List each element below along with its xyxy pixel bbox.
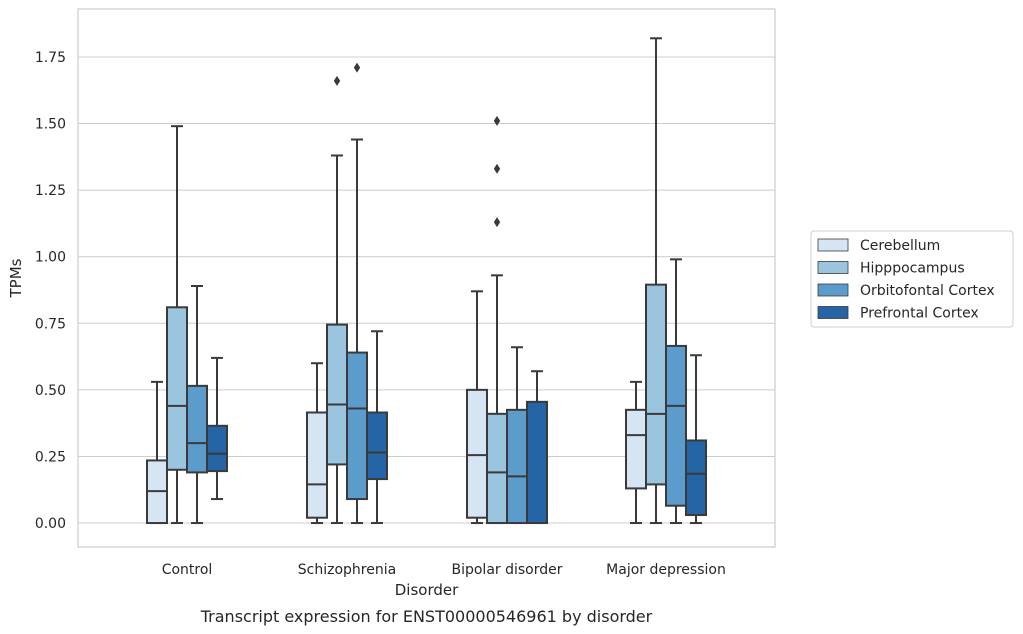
box-rect [466,388,488,519]
outlier-point [493,115,501,126]
box-rect [306,411,328,519]
box-rect [326,323,348,466]
box-rect [346,351,368,501]
legend-label: Orbitofontal Cortex [860,283,995,299]
y-tick-label: 1.00 [35,250,66,266]
y-tick-label: 0.75 [35,316,66,332]
legend-box [810,230,1014,328]
box-3-2 [526,370,548,525]
legend-label: Cerebellum [860,238,940,254]
box-3-3 [685,354,707,525]
legend-swatch [817,261,849,274]
box-rect [186,384,208,474]
chart-caption: Transcript expression for ENST0000054696… [200,607,653,626]
legend: Cerebellum Hipppocampus Orbitofontal Corte… [810,230,1014,328]
legend-label: Hipppocampus [860,261,965,277]
box-3-1 [366,330,388,525]
box-2-2 [506,346,528,525]
y-tick-label: 0.00 [35,516,66,532]
x-tick-label: Major depression [606,562,726,578]
x-tick-label: Schizophrenia [298,562,396,578]
y-tick-label: 0.50 [35,383,66,399]
box-3-0 [206,356,228,501]
x-axis-label: Disorder [395,581,459,599]
box-rect [366,411,388,481]
box-rect [486,412,508,525]
y-axis-label: TPMs [7,258,25,298]
outlier-point [493,217,501,228]
legend-swatch [817,306,849,319]
box-1-2 [486,115,508,525]
outlier-point [333,75,341,86]
legend-label: Prefrontal Cortex [860,306,979,322]
legend-swatch [817,238,849,252]
box-rect [166,306,188,471]
box-rect [665,344,687,507]
box-rect [506,408,528,525]
box-2-3 [665,258,687,525]
box-rect [526,400,548,525]
y-tick-label: 1.50 [35,117,66,133]
y-tick-label: 1.75 [35,50,66,66]
x-tick-label: Bipolar disorder [451,562,562,578]
box-rect [645,283,667,486]
box-rect [206,424,228,473]
box-0-0 [146,380,168,525]
box-rect [685,439,707,517]
y-tick-label: 1.25 [35,183,66,199]
outlier-point [353,62,361,73]
legend-swatch [817,283,849,297]
outlier-point [493,163,501,174]
y-tick-label: 0.25 [35,449,66,465]
box-0-1 [306,362,328,525]
box-2-0 [186,284,208,525]
box-0-3 [625,380,647,525]
box-rect [625,408,647,490]
x-tick-label: Control [162,562,213,578]
